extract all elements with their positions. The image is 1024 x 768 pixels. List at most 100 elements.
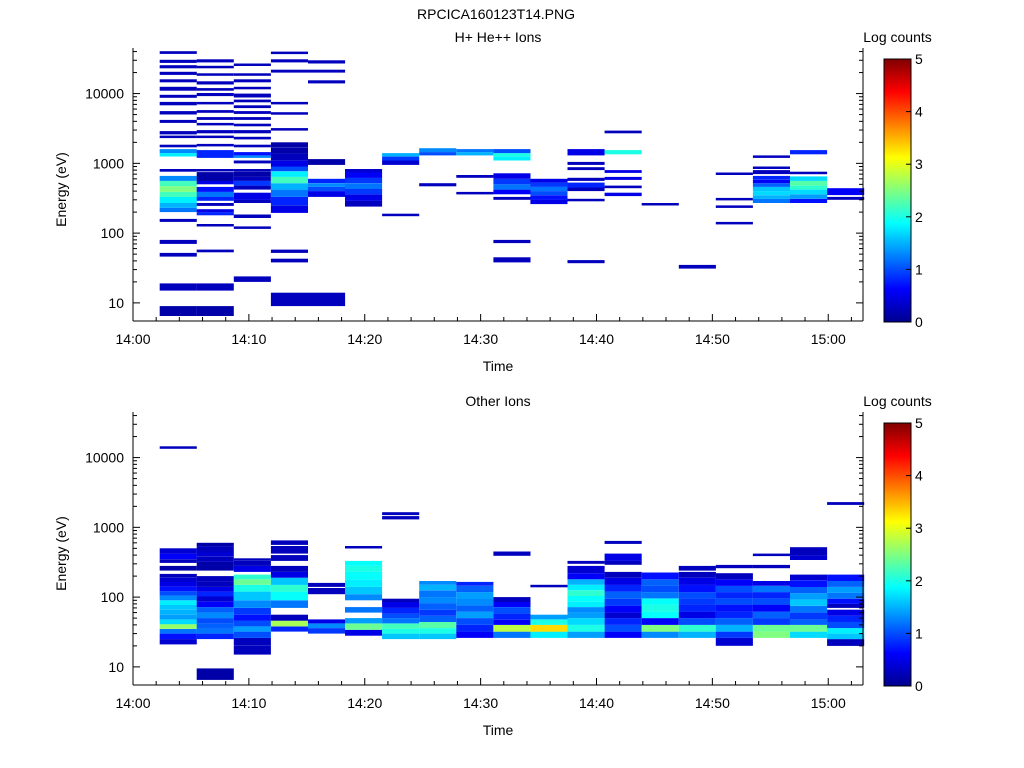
heatmap-cell <box>641 604 679 612</box>
heatmap-cell <box>715 197 753 201</box>
heatmap-cell <box>159 203 197 208</box>
heatmap-cell <box>233 79 271 83</box>
heatmap-cell <box>159 283 197 291</box>
x-tick-label: 14:20 <box>347 331 382 347</box>
heatmap-cell <box>308 588 346 595</box>
colorbar-tick-label: 2 <box>915 209 923 225</box>
heatmap-cell <box>159 144 197 148</box>
panel-title: H+ He++ Ions <box>455 29 542 45</box>
heatmap-cell <box>530 624 568 632</box>
heatmap-cell <box>233 591 271 601</box>
heatmap-cell <box>270 153 308 161</box>
heatmap-cell <box>790 547 828 556</box>
x-tick-label: 15:00 <box>811 695 846 711</box>
heatmap-cell <box>159 51 197 54</box>
heatmap-cell <box>567 573 605 580</box>
heatmap-cell <box>233 614 271 621</box>
heatmap-cell <box>233 180 271 186</box>
heatmap-cell <box>827 609 865 616</box>
heatmap-cell <box>196 117 234 120</box>
heatmap-cell <box>678 611 716 619</box>
y-tick-label: 10 <box>108 659 124 675</box>
heatmap-cell <box>493 239 531 244</box>
heatmap-cell <box>196 101 234 105</box>
heatmap-cell <box>493 149 531 154</box>
heatmap-cell <box>827 615 865 622</box>
heatmap-cell <box>345 565 383 572</box>
heatmap-cell <box>456 581 494 586</box>
heatmap-cell <box>196 150 234 158</box>
heatmap-cell <box>419 633 457 640</box>
colorbar-tick-label: 0 <box>915 678 923 694</box>
heatmap-cell <box>196 110 234 113</box>
heatmap-cell <box>233 558 271 561</box>
heatmap-cell <box>308 69 346 73</box>
y-axis-label: Energy (eV) <box>53 152 69 227</box>
heatmap-cell <box>827 188 865 196</box>
heatmap-cell <box>678 592 716 599</box>
heatmap-cell <box>270 626 308 632</box>
heatmap-cell <box>196 249 234 253</box>
x-tick-label: 14:00 <box>115 695 150 711</box>
heatmap-cell <box>159 119 197 123</box>
heatmap-cell <box>382 602 420 608</box>
heatmap-cell <box>641 618 679 625</box>
heatmap-cell <box>308 60 346 64</box>
heatmap-cell <box>382 160 420 165</box>
heatmap-cell <box>715 598 753 605</box>
heatmap-cell <box>493 153 531 157</box>
heatmap-cell <box>752 611 790 619</box>
heatmap-cell <box>790 599 828 606</box>
heatmap-cell <box>790 605 828 613</box>
heatmap-cell <box>567 624 605 632</box>
heatmap-cell <box>196 196 234 201</box>
heatmap-cell <box>752 155 790 158</box>
heatmap-cell <box>196 576 234 582</box>
heatmap-cell <box>159 600 197 605</box>
heatmap-cell <box>790 185 828 190</box>
heatmap-cell <box>345 546 383 549</box>
heatmap-cell <box>159 131 197 135</box>
heatmap-cell <box>604 605 642 613</box>
y-tick-label: 10 <box>108 295 124 311</box>
heatmap-cell <box>493 189 531 195</box>
heatmap-cell <box>567 612 605 619</box>
heatmap-cell <box>159 559 197 563</box>
heatmap-cell <box>345 200 383 207</box>
heatmap-cells <box>159 446 865 680</box>
heatmap-cell <box>382 598 420 603</box>
heatmap-cell <box>752 564 790 569</box>
heatmap-cell <box>382 156 420 161</box>
heatmap-cell <box>233 130 271 134</box>
heatmap-cell <box>790 586 828 594</box>
heatmap-cell <box>308 628 346 634</box>
heatmap-cell <box>678 598 716 605</box>
heatmap-cell <box>493 631 531 638</box>
heatmap-cell <box>270 189 308 197</box>
heatmap-cell <box>159 218 197 222</box>
heatmap-cell <box>196 180 234 185</box>
heatmap-cell <box>270 160 308 167</box>
heatmap-cell <box>567 607 605 613</box>
x-tick-label: 14:00 <box>115 331 150 347</box>
heatmap-cell <box>345 188 383 195</box>
heatmap-cell <box>308 186 346 192</box>
heatmap-cell <box>345 579 383 587</box>
heatmap-cell <box>270 205 308 213</box>
heatmap-cell <box>382 516 420 520</box>
heatmap-cell <box>196 607 234 613</box>
heatmap-cell <box>233 574 271 580</box>
heatmap-cell <box>159 591 197 596</box>
heatmap-cell <box>196 88 234 91</box>
heatmap-cell <box>159 581 197 587</box>
heatmap-cell <box>159 619 197 625</box>
heatmap-cell <box>567 601 605 608</box>
x-axis-label: Time <box>483 358 514 374</box>
heatmap-cell <box>567 260 605 264</box>
heatmap-cell <box>233 637 271 646</box>
heatmap-cell <box>790 574 828 581</box>
heatmap-cell <box>196 612 234 619</box>
heatmap-cell <box>233 565 271 572</box>
heatmap-cell <box>530 584 568 588</box>
heatmap-cell <box>233 192 271 200</box>
